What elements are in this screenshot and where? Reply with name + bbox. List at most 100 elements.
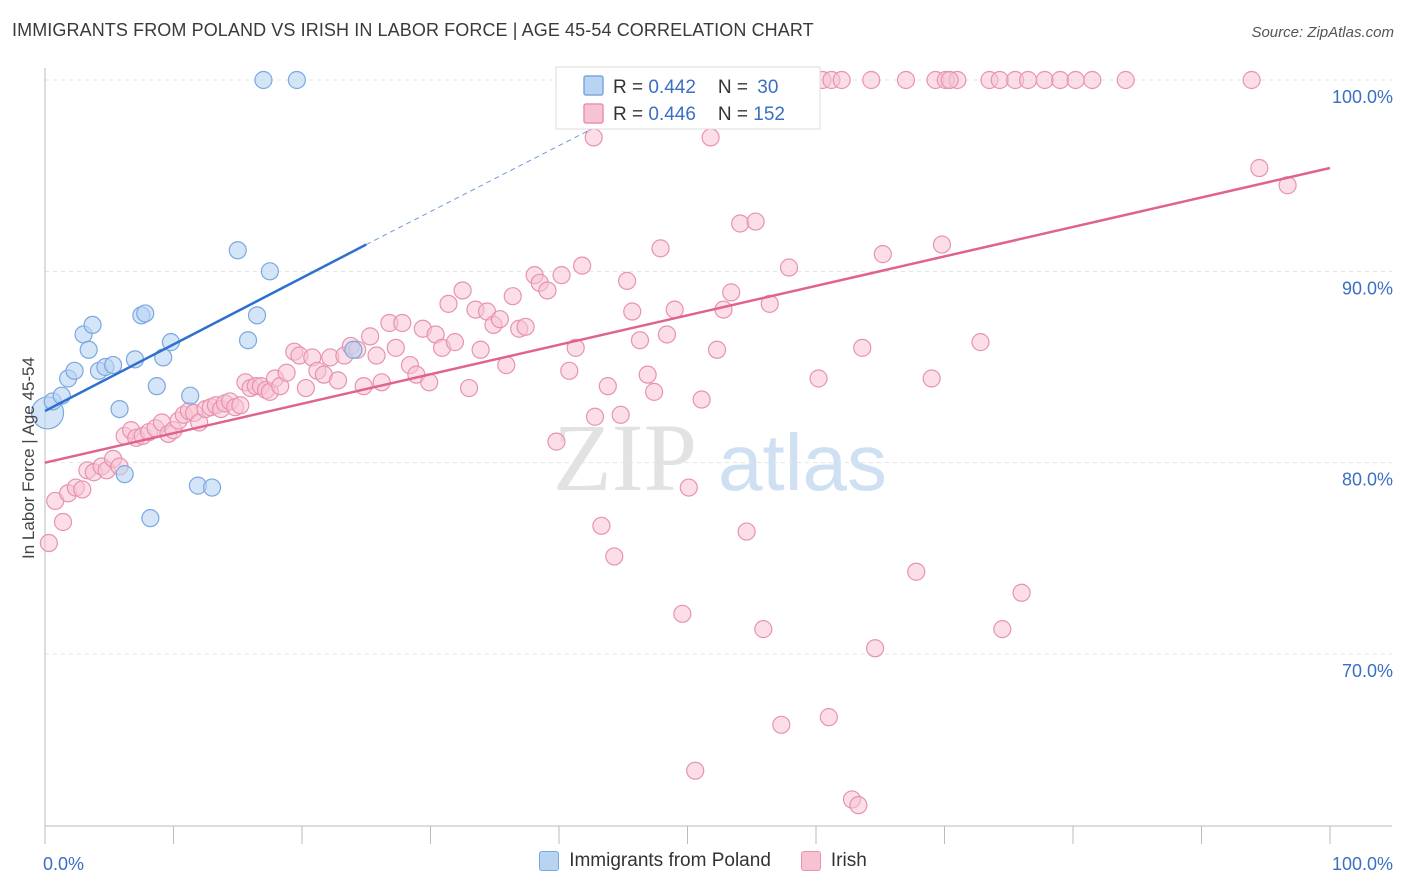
irish-point	[932, 235, 952, 254]
irish-point	[779, 258, 799, 277]
irish-point	[686, 761, 705, 780]
source-label: Source: ZipAtlas.com	[1251, 24, 1394, 41]
irish-point	[832, 70, 851, 90]
legend-swatch-irish-bottom	[800, 851, 821, 871]
y-tick-label: 100.0%	[1332, 87, 1393, 107]
irish-point	[445, 333, 465, 352]
irish-point	[386, 338, 405, 357]
irish-point	[1083, 70, 1102, 90]
y-tick-label: 90.0%	[1342, 278, 1393, 298]
poland-point	[181, 386, 200, 405]
legend-swatch-irish	[583, 103, 604, 124]
irish-point	[573, 256, 592, 275]
irish-point	[231, 396, 250, 415]
irish-point	[772, 715, 791, 734]
irish-point	[1035, 70, 1054, 90]
legend-row-irish: R = 0.446 N = 152	[613, 104, 785, 125]
x-tick-label: 100.0%	[1332, 854, 1393, 874]
irish-point	[849, 796, 868, 815]
irish-point	[439, 294, 458, 313]
irish-point	[1242, 70, 1261, 90]
irish-point	[722, 283, 741, 302]
irish-point	[584, 128, 603, 147]
irish-point	[490, 310, 509, 329]
tick-labels: 100.0% 90.0% 80.0% 70.0% 0.0% 100.0%	[43, 87, 1393, 874]
irish-point	[73, 480, 92, 499]
irish-point	[701, 128, 720, 147]
legend-swatch-poland	[583, 75, 604, 96]
irish-point	[471, 340, 490, 359]
irish-point	[873, 245, 892, 264]
irish-point	[866, 639, 885, 658]
legend-item-poland: Immigrants from Poland	[539, 850, 771, 872]
irish-point	[503, 287, 522, 306]
trend-lines	[44, 125, 1331, 464]
irish-point	[665, 300, 684, 319]
poland-trend-extension	[366, 125, 598, 245]
irish-point	[361, 327, 380, 346]
irish-point	[516, 317, 535, 336]
poland-point	[104, 355, 123, 375]
poland-trend-line	[44, 243, 367, 413]
chart-title: IMMIGRANTS FROM POLAND VS IRISH IN LABOR…	[12, 20, 814, 40]
irish-point	[611, 405, 630, 424]
irish-point	[1066, 70, 1085, 90]
irish-point	[907, 562, 926, 581]
stats-legend: R = 0.442 N = 30 R = 0.446 N = 152	[555, 66, 821, 130]
irish-point	[296, 378, 315, 398]
irish-point	[809, 369, 828, 388]
irish-point	[638, 365, 657, 384]
irish-point	[692, 390, 711, 409]
poland-point	[228, 241, 247, 260]
irish-point	[737, 522, 756, 541]
irish-point	[651, 239, 670, 258]
poland-point	[254, 70, 273, 90]
axes	[44, 68, 1392, 844]
irish-point	[1116, 70, 1135, 90]
irish-trend-line	[44, 166, 1331, 464]
irish-point	[731, 214, 750, 233]
irish-point	[453, 281, 472, 300]
poland-point	[83, 315, 102, 335]
irish-point	[566, 338, 585, 357]
irish-point	[598, 377, 617, 396]
irish-point	[754, 620, 773, 639]
legend-row-poland: R = 0.442 N = 30	[613, 77, 778, 98]
irish-point	[393, 313, 412, 333]
irish-point	[896, 70, 916, 90]
poland-point	[147, 377, 166, 396]
poland-point	[260, 262, 279, 281]
irish-point	[560, 361, 579, 380]
irish-point	[922, 369, 941, 388]
poland-point	[115, 465, 134, 484]
poland-point	[202, 478, 222, 497]
y-tick-label: 70.0%	[1342, 661, 1393, 681]
irish-point	[1018, 70, 1038, 90]
irish-point	[623, 302, 642, 321]
irish-point	[657, 325, 677, 344]
irish-point	[459, 378, 479, 398]
y-axis-label: In Labor Force | Age 45-54	[19, 357, 38, 559]
legend-item-irish: Irish	[800, 850, 867, 872]
irish-point	[853, 338, 872, 357]
poland-points	[30, 70, 363, 528]
irish-point	[1250, 158, 1269, 178]
irish-point	[630, 331, 650, 350]
irish-point	[707, 340, 727, 359]
legend-swatch-poland-bottom	[539, 851, 560, 871]
irish-point	[618, 271, 637, 290]
poland-point	[79, 340, 98, 359]
grid-lines	[45, 79, 1392, 655]
irish-point	[552, 266, 571, 285]
irish-point	[1012, 583, 1031, 602]
irish-point	[605, 547, 624, 566]
irish-point	[547, 432, 566, 451]
poland-point	[110, 399, 129, 419]
irish-point	[367, 346, 386, 365]
x-tick-label: 0.0%	[43, 854, 84, 874]
irish-point	[538, 281, 557, 300]
irish-point	[993, 620, 1012, 639]
irish-point	[53, 512, 73, 532]
watermark-atlas: atlas	[718, 418, 887, 507]
